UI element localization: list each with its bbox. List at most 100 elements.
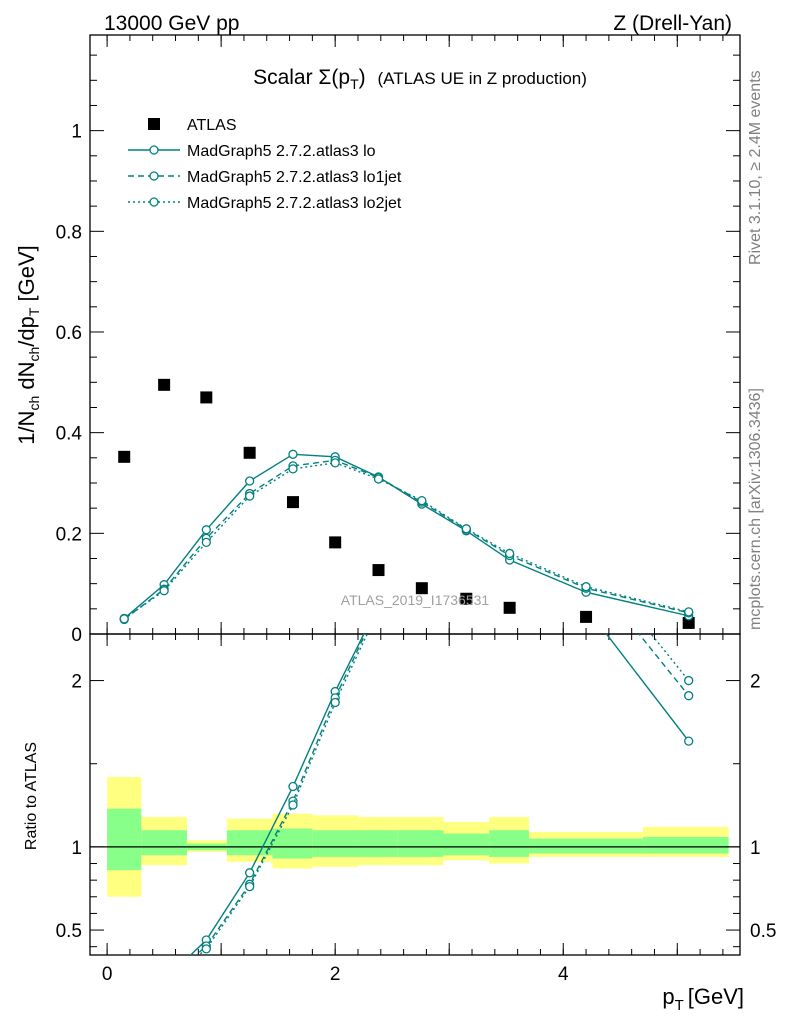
data-point-atlas [372,564,385,577]
header-right: Z (Drell-Yan) [613,12,732,35]
main-series [118,378,695,629]
ratio-line-solid [189,634,690,955]
series-line-solid [123,453,689,619]
ratio-point-dotted [684,675,694,686]
ratio-point-dotted [244,881,255,892]
analysis-watermark: ATLAS_2019_I1736531 [341,592,490,608]
data-point-atlas [580,610,593,623]
ratio-point-dashed [160,979,168,987]
x-axis-label-unit: [GeV] [688,984,744,1009]
x-axis-label: pT [GeV] [662,984,744,1014]
ratio-point-dotted [288,800,298,810]
series-point-solid [201,525,211,535]
ratio-band-green [397,830,444,857]
ratio-line-dashed [195,634,690,955]
legend-label: ATLAS [187,117,237,134]
ratio-bands [107,777,729,897]
series-point-dotted [288,464,298,474]
ratio-point-dashed [418,530,426,538]
series-point-dotted [201,537,211,548]
data-point-atlas [243,446,256,459]
ratio-band-green [226,830,273,856]
x-tick-label: 2 [330,964,341,985]
ratio-y-tick-label-right: 2 [750,672,761,693]
mcplots-label: mcplots.cern.ch [arXiv:1306.3436] [747,388,764,630]
main-y-tick-label: 0.6 [56,323,82,344]
legend-marker-atlas [148,118,160,130]
ratio-band-green [443,833,490,856]
data-point-atlas [503,601,516,614]
ratio-band-green [312,830,358,857]
legend-label: MadGraph5 2.7.2.atlas3 lo1jet [187,169,402,186]
chart-title: Scalar Σ(pT) (ATLAS UE in Z production) [253,66,587,92]
legend-marker-solid [149,145,159,155]
data-point-atlas [460,592,473,605]
data-point-atlas [200,391,213,404]
ratio-frame [89,633,741,956]
ratio-point-dotted [462,513,470,521]
ratio-point-dashed [462,515,470,523]
series-point-dotted [684,607,694,617]
ratio-point-dotted [160,980,168,988]
data-point-atlas [329,536,342,549]
ratio-point-solid [244,868,255,878]
ratio-panel: 0 2 4 0.5 0.5 1 1 2 2 [56,497,776,1004]
data-point-atlas [415,582,428,595]
x-axis-label-sub: T [675,997,684,1014]
main-y-tick-label: 0 [71,625,82,646]
ratio-point-solid [506,539,514,547]
ratio-band-green [529,838,644,854]
ratio-point-solid [684,736,694,746]
series-point-dotted [504,548,515,559]
ratio-y-ticks [90,680,740,948]
ratio-point-solid [418,538,426,546]
data-point-atlas [118,450,131,463]
legend-marker-dashed [149,171,159,181]
main-y-tick-label: 1 [71,122,82,143]
series-point-dotted [244,491,255,501]
data-point-atlas [286,496,299,509]
ratio-point-dotted [330,697,340,708]
ratio-band-green [489,830,530,857]
ratio-band-green [272,828,313,859]
series-line-dotted [123,462,689,620]
series-point-dotted [581,582,591,592]
ratio-point-solid [582,603,590,611]
ratio-point-dotted [201,944,211,954]
ratio-y-tick-label-right: 0.5 [750,921,776,942]
data-point-atlas [158,378,171,391]
series-point-dotted [373,474,384,484]
main-panel: 0 0.2 0.4 0.6 0.8 1 [56,34,741,955]
main-y-ticks [90,54,740,635]
legend: ATLAS MadGraph5 2.7.2.atlas3 lo MadGraph5 … [128,117,402,212]
y-axis-label: 1/Nch dNch/dpT [GeV] [14,245,42,445]
series-line-dashed [123,459,689,620]
ratio-band-green [357,830,398,857]
ratio-y-tick-label: 1 [71,838,82,859]
ratio-point-dashed [506,510,514,518]
ratio-point-dotted [506,497,514,505]
ratio-y-axis-label: Ratio to ATLAS [23,742,40,850]
ratio-y-tick-label-right: 1 [750,838,761,859]
series-point-dotted [461,524,471,534]
ratio-point-dotted [582,549,590,557]
chart-title-rest: (ATLAS UE in Z production) [377,69,586,88]
series-point-solid [288,449,298,459]
series-point-dotted [417,495,427,506]
ratio-band-green [107,808,142,871]
chart-title-main: Scalar Σ(p [253,66,350,89]
ratio-y-tick-label: 2 [71,672,82,693]
legend-marker-dotted [149,197,159,207]
x-tick-label: 4 [558,964,569,985]
ratio-point-solid [288,781,298,792]
ratio-point-dotted [120,995,128,1003]
x-axis-label-main: p [662,984,674,1009]
chart-title-sub: T [350,76,359,92]
legend-label: MadGraph5 2.7.2.atlas3 lo [187,143,376,160]
data-point-atlas [682,616,695,629]
ratio-point-dashed [120,996,128,1004]
ratio-series [120,497,694,1004]
rivet-label: Rivet 3.1.10, ≥ 2.4M events [747,70,764,265]
main-y-tick-label: 0.4 [56,424,83,445]
